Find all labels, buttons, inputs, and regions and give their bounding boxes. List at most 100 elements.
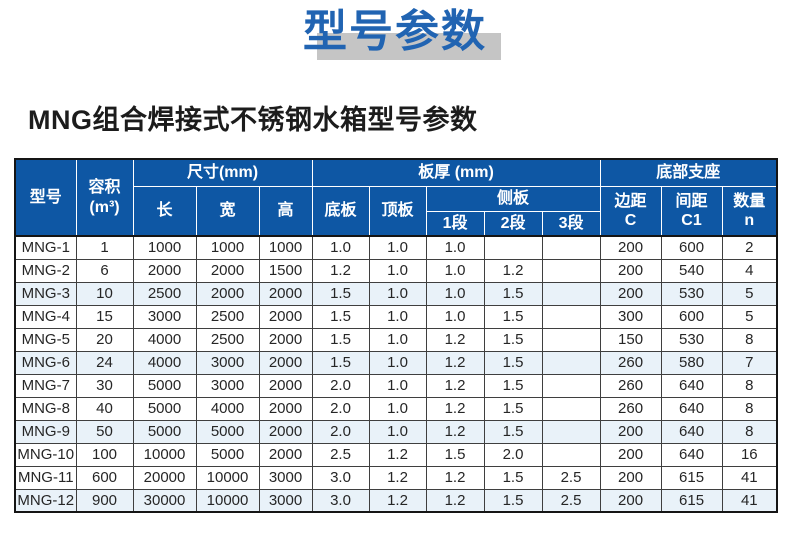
table-cell: 1.5 [483, 373, 543, 398]
table-cell [541, 396, 601, 421]
table-cell: 200 [599, 235, 662, 260]
table-cell: 600 [660, 304, 723, 329]
table-cell: 3000 [195, 350, 260, 375]
table-cell: 2000 [258, 281, 313, 306]
table-cell: 200 [599, 419, 662, 444]
table-row: MNG-4 15 3000 2500 2000 1.5 1.0 1.0 1.5 300 600 5 [14, 304, 778, 329]
table-row: MNG-12 900 30000 10000 3000 3.0 1.2 1.2 1.5 2.5 20… [14, 488, 778, 513]
table-cell: 1.0 [368, 419, 427, 444]
table-cell: 40 [75, 396, 134, 421]
table-cell: 1.2 [425, 488, 485, 513]
table-row: MNG-8 40 5000 4000 2000 2.0 1.0 1.2 1.5 260 640 8 [14, 396, 778, 421]
table-cell: 1.5 [483, 281, 543, 306]
header-top-plate: 顶板 [368, 185, 427, 237]
table-cell: 580 [660, 350, 723, 375]
table-cell: MNG-10 [14, 442, 77, 467]
table-cell [541, 235, 601, 260]
table-cell [541, 350, 601, 375]
header-length: 长 [132, 185, 197, 237]
table-cell: 100 [75, 442, 134, 467]
table-cell: 200 [599, 465, 662, 490]
header-thickness-group: 板厚 (mm) [311, 158, 601, 187]
table-cell: 15 [75, 304, 134, 329]
table-cell: 5000 [132, 396, 197, 421]
table-cell: 3.0 [311, 488, 370, 513]
table-cell [483, 235, 543, 260]
table-cell: 200 [599, 442, 662, 467]
table-cell: 1500 [258, 258, 313, 283]
table-row: MNG-7 30 5000 3000 2000 2.0 1.0 1.2 1.5 260 640 8 [14, 373, 778, 398]
title-banner: 型号参数 [0, 6, 790, 64]
table-cell: 1.2 [368, 442, 427, 467]
table-cell: MNG-8 [14, 396, 77, 421]
table-cell: 50 [75, 419, 134, 444]
table-cell: 2 [721, 235, 778, 260]
table-cell: 2000 [258, 396, 313, 421]
table-cell: 8 [721, 396, 778, 421]
table-cell: 1.5 [311, 304, 370, 329]
table-row: MNG-9 50 5000 5000 2000 2.0 1.0 1.2 1.5 200 640 8 [14, 419, 778, 444]
header-segment-1: 1段 [425, 210, 485, 237]
title-shadow-slab [317, 33, 501, 60]
table-cell: MNG-5 [14, 327, 77, 352]
header-bottom-plate: 底板 [311, 185, 370, 237]
header-support-group: 底部支座 [599, 158, 778, 187]
table-cell: 260 [599, 396, 662, 421]
table-cell: MNG-9 [14, 419, 77, 444]
table-cell: 2000 [258, 419, 313, 444]
table-cell: 200 [599, 281, 662, 306]
table-cell: 10000 [195, 488, 260, 513]
table-cell: 1.5 [483, 419, 543, 444]
table-cell: 1000 [195, 235, 260, 260]
table-cell: 260 [599, 350, 662, 375]
table-cell: 2.5 [541, 488, 601, 513]
table-cell: 1.0 [425, 304, 485, 329]
table-cell: 1.0 [368, 396, 427, 421]
table-cell [541, 281, 601, 306]
table-cell: 3000 [258, 465, 313, 490]
spec-table: 型号 容积 (m³) 尺寸(mm) 板厚 (mm) 底部支座 长 宽 高 底板 … [14, 158, 779, 513]
table-cell: 1 [75, 235, 134, 260]
table-cell: 2000 [258, 327, 313, 352]
table-cell: 1.0 [425, 258, 485, 283]
table-cell: 5000 [195, 442, 260, 467]
header-height: 高 [258, 185, 313, 237]
table-cell: 2.0 [311, 373, 370, 398]
table-cell: 2000 [132, 258, 197, 283]
table-row: MNG-10 100 10000 5000 2000 2.5 1.2 1.5 2.0 200 640… [14, 442, 778, 467]
table-cell: 1.5 [483, 465, 543, 490]
table-cell: 20 [75, 327, 134, 352]
table-cell: 1.0 [425, 235, 485, 260]
table-header: 型号 容积 (m³) 尺寸(mm) 板厚 (mm) 底部支座 长 宽 高 底板 … [14, 158, 778, 237]
header-segment-3: 3段 [541, 210, 601, 237]
table-cell: 640 [660, 419, 723, 444]
table-cell: 600 [75, 465, 134, 490]
table-cell: 530 [660, 327, 723, 352]
table-cell: 7 [721, 350, 778, 375]
table-cell: 1.0 [368, 327, 427, 352]
table-cell: 1.2 [311, 258, 370, 283]
table-cell: 2500 [132, 281, 197, 306]
table-cell: 24 [75, 350, 134, 375]
table-cell: 3000 [132, 304, 197, 329]
table-cell: 640 [660, 396, 723, 421]
table-cell: 4000 [132, 350, 197, 375]
header-model: 型号 [14, 158, 77, 237]
table-cell: 1000 [132, 235, 197, 260]
table-cell: 5000 [132, 419, 197, 444]
table-cell: 3000 [195, 373, 260, 398]
table-cell: 2500 [195, 304, 260, 329]
table-cell: 1.0 [368, 258, 427, 283]
table-cell: 5000 [195, 419, 260, 444]
table-cell: 4000 [132, 327, 197, 352]
table-cell: 10 [75, 281, 134, 306]
table-cell: 1.2 [368, 488, 427, 513]
table-cell [541, 258, 601, 283]
table-cell: 30000 [132, 488, 197, 513]
table-cell: 540 [660, 258, 723, 283]
table-cell: 2.5 [541, 465, 601, 490]
table-cell [541, 327, 601, 352]
table-cell: 1.2 [425, 327, 485, 352]
table-cell: 10000 [195, 465, 260, 490]
table-cell: 2000 [258, 442, 313, 467]
